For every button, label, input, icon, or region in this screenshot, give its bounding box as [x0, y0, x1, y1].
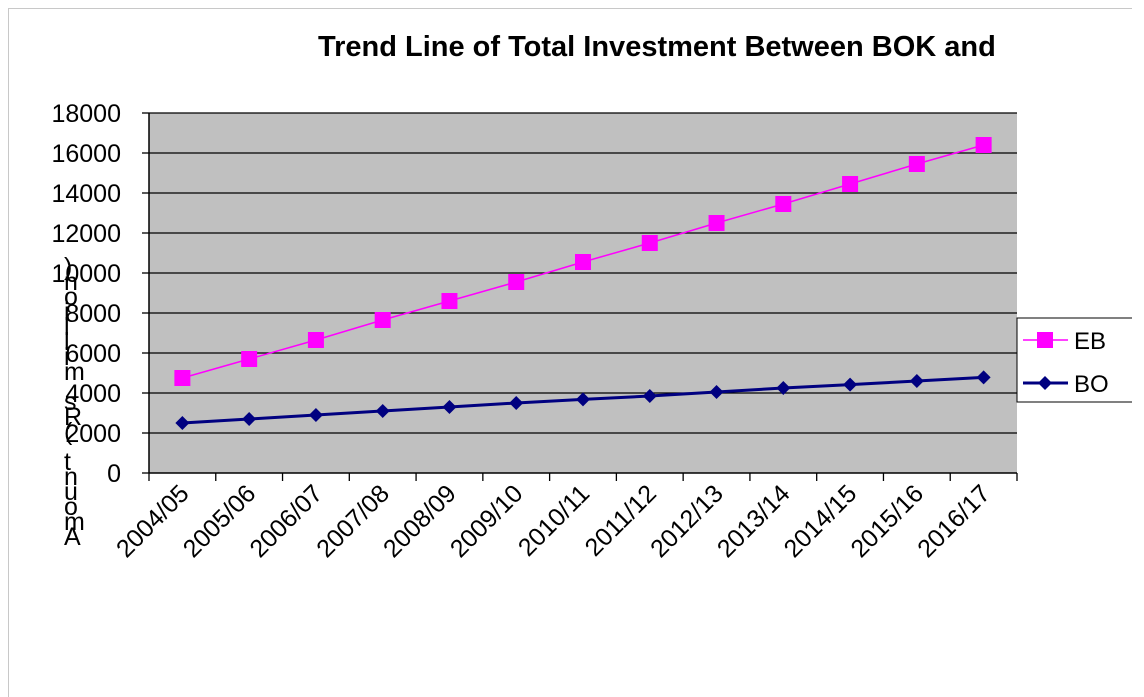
data-point	[843, 377, 858, 392]
y-tick-label: 10000	[51, 260, 121, 288]
data-point	[776, 381, 791, 395]
x-tick-label: 2007/08	[311, 479, 395, 563]
series-group	[174, 137, 992, 430]
data-point	[509, 396, 524, 410]
legend: EB BO	[1016, 317, 1144, 403]
data-point	[175, 416, 190, 430]
data-point	[374, 312, 391, 328]
y-tick-label: 0	[107, 460, 121, 488]
x-tick-label: 2006/07	[244, 479, 328, 563]
y-tick-label: 6000	[65, 340, 121, 368]
data-point	[241, 351, 258, 367]
data-point	[174, 370, 191, 386]
right-edge-mask	[1132, 0, 1144, 697]
data-point	[375, 404, 390, 418]
x-tick-label: 2005/06	[178, 479, 262, 563]
data-point	[842, 176, 859, 192]
x-tick-label: 2016/17	[912, 479, 996, 563]
y-tick-label: 8000	[65, 300, 121, 328]
legend-label: BO	[1074, 371, 1109, 398]
data-point	[708, 215, 725, 231]
data-point	[709, 385, 724, 399]
x-tick-label: 2010/11	[513, 479, 595, 561]
x-tick-label: 2013/14	[712, 479, 796, 563]
y-axis-label: Amount (Rs million)	[64, 253, 85, 551]
x-tick-label: 2009/10	[445, 479, 529, 563]
y-tick-label: 12000	[51, 220, 121, 248]
y-tick-label: 16000	[51, 140, 121, 168]
data-point	[775, 196, 792, 212]
data-point	[576, 392, 590, 407]
data-point	[975, 137, 992, 153]
data-point	[441, 293, 458, 309]
data-point	[307, 332, 324, 348]
x-tick-label: 2015/16	[845, 479, 929, 563]
data-point	[641, 235, 658, 251]
y-tick-label: 2000	[65, 420, 121, 448]
chart-frame	[8, 8, 1144, 697]
data-point	[909, 374, 924, 388]
data-point	[908, 156, 925, 172]
data-point	[575, 254, 591, 270]
data-point	[976, 370, 991, 385]
data-point	[642, 389, 657, 403]
legend-marker	[1038, 376, 1052, 390]
x-tick-label: 2011/12	[580, 479, 662, 561]
data-point	[308, 408, 323, 422]
data-point	[508, 274, 525, 290]
y-axis-ticks: 0 2000 4000 6000 8000 10000 12000 14000 16000 180…	[51, 100, 149, 488]
x-tick-label: 2008/09	[378, 479, 462, 563]
data-point	[242, 412, 257, 426]
x-tick-label: 2014/15	[779, 479, 863, 563]
data-point	[442, 400, 457, 414]
legend-label: EB	[1074, 328, 1106, 355]
x-axis-ticks: 2004/052005/062006/072007/082008/092009/…	[111, 473, 1018, 563]
y-tick-label: 14000	[51, 180, 121, 208]
plot-area	[149, 113, 1017, 473]
x-tick-label: 2004/05	[111, 479, 195, 563]
y-tick-label: 4000	[65, 380, 121, 408]
x-tick-label: 2012/13	[645, 479, 729, 563]
chart-title: Trend Line of Total Investment Between B…	[318, 31, 996, 63]
y-tick-label: 18000	[51, 100, 121, 128]
legend-marker	[1037, 332, 1053, 348]
